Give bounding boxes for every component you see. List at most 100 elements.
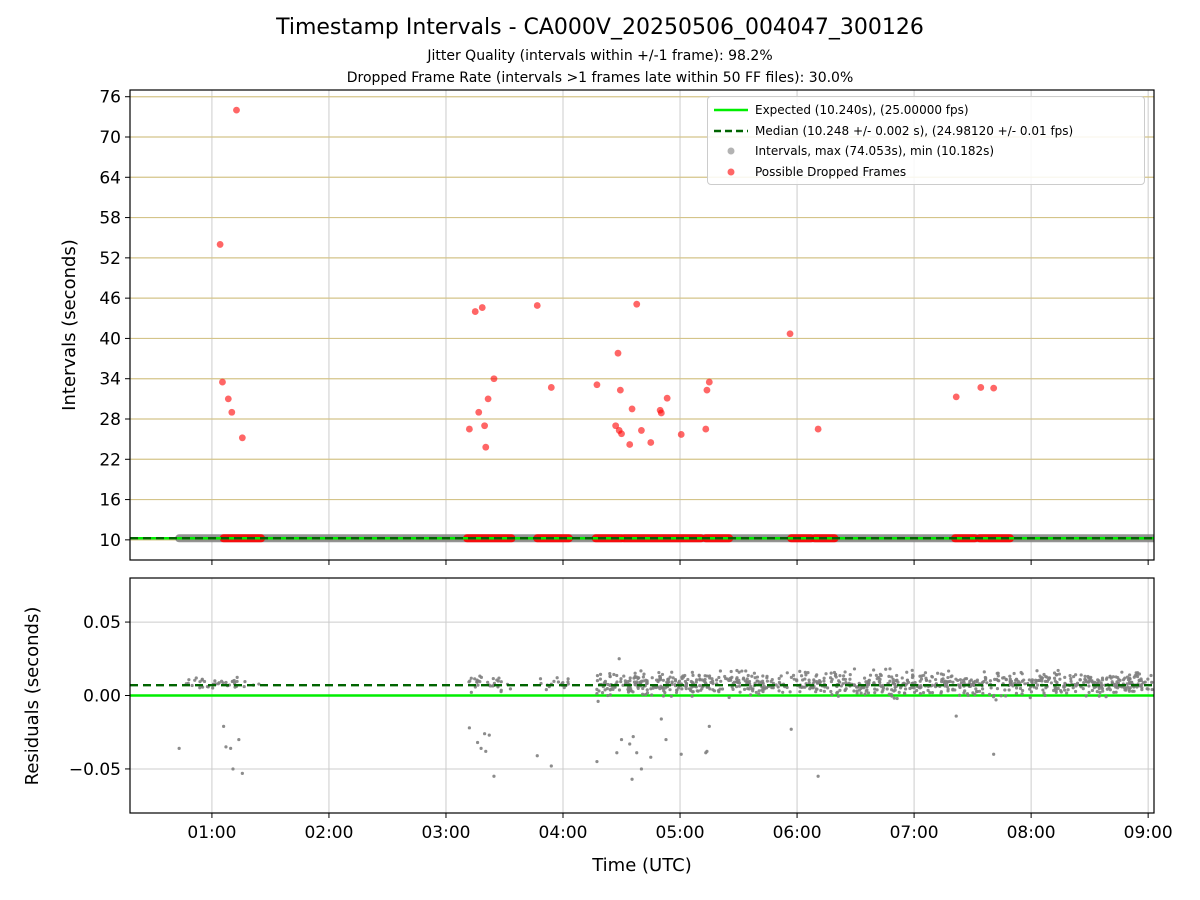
residual-point — [918, 691, 922, 696]
residual-point — [812, 678, 816, 682]
residual-outlier-point — [229, 746, 233, 750]
dropped-frame-point — [478, 304, 486, 311]
residual-point — [890, 675, 894, 679]
residual-point — [674, 690, 679, 695]
residual-point — [684, 687, 688, 691]
residual-point — [1146, 677, 1150, 681]
intervals-plot-area — [130, 106, 1154, 543]
residual-point — [838, 680, 842, 684]
residual-point — [680, 687, 684, 691]
residual-point — [844, 681, 848, 685]
time-x-tick-label: 01:00 — [187, 823, 236, 843]
residual-point — [824, 672, 828, 676]
residual-point — [629, 688, 633, 692]
residual-point — [671, 676, 675, 680]
residual-point — [859, 686, 863, 691]
residual-point — [917, 685, 921, 689]
residual-point — [667, 680, 671, 684]
residual-outlier-point — [487, 733, 491, 737]
residual-point — [941, 673, 946, 677]
residual-point — [815, 687, 819, 691]
residual-point — [496, 679, 500, 683]
residual-point — [825, 686, 830, 690]
jitter-quality-subtitle: Jitter Quality (intervals within +/-1 fr… — [427, 48, 773, 64]
residual-point — [1071, 686, 1075, 690]
residual-point — [200, 677, 204, 681]
residual-point — [995, 671, 999, 675]
residual-point — [743, 679, 747, 683]
residual-point — [718, 669, 723, 673]
residual-point — [897, 690, 901, 695]
residual-point — [951, 680, 955, 684]
residual-point — [663, 686, 667, 690]
residual-point — [822, 689, 826, 693]
residual-point — [257, 682, 261, 686]
residual-point — [776, 685, 780, 689]
residual-point — [900, 676, 904, 680]
residual-point — [761, 674, 765, 678]
residual-point — [893, 688, 897, 692]
residual-point — [822, 676, 826, 680]
residual-point — [681, 674, 685, 678]
residual-point — [1008, 674, 1012, 678]
residual-point — [956, 678, 960, 683]
residual-point — [1044, 686, 1048, 690]
residual-point — [852, 683, 856, 687]
residual-point — [734, 680, 739, 684]
residual-point — [1041, 688, 1045, 692]
dropped-frame-rate-subtitle: Dropped Frame Rate (intervals >1 frames … — [346, 70, 854, 86]
residual-outlier-point — [475, 740, 480, 745]
residual-point — [731, 687, 735, 692]
dropped-frame-point — [490, 375, 498, 383]
residual-point — [1125, 675, 1130, 679]
residual-point — [829, 689, 833, 694]
residual-point — [863, 692, 867, 696]
residual-point — [754, 690, 758, 695]
residual-point — [936, 671, 940, 675]
residual-point — [915, 688, 919, 693]
residual-point — [243, 680, 247, 684]
residual-point — [911, 674, 915, 678]
residual-point — [1020, 679, 1024, 683]
residual-point — [761, 689, 765, 694]
residual-point — [1055, 672, 1059, 677]
residual-point — [779, 674, 783, 678]
residual-point — [951, 688, 955, 692]
residual-point — [1057, 672, 1061, 676]
residual-point — [859, 691, 863, 695]
legend-label-dropped: Possible Dropped Frames — [755, 165, 907, 179]
residual-outlier-point — [535, 754, 539, 758]
residual-outlier-point — [484, 749, 488, 753]
residual-point — [641, 686, 645, 691]
dropped-frame-point — [657, 409, 665, 417]
residual-point — [1100, 678, 1105, 682]
residual-point — [1100, 683, 1104, 687]
residual-point — [811, 685, 815, 690]
residual-point — [1045, 675, 1049, 679]
residual-point — [891, 677, 895, 682]
residual-point — [945, 682, 949, 686]
residual-point — [1047, 677, 1051, 681]
residual-point — [673, 683, 677, 687]
residual-point — [605, 686, 609, 691]
residual-point — [807, 681, 811, 685]
residual-point — [961, 678, 966, 682]
residual-outlier-point — [994, 698, 998, 702]
residual-point — [657, 670, 661, 675]
residual-point — [1109, 676, 1113, 680]
residual-point — [1150, 687, 1154, 692]
dropped-frame-point — [593, 381, 601, 389]
residual-point — [977, 689, 982, 693]
residual-point — [1149, 673, 1153, 678]
dropped-frame-point — [482, 443, 490, 451]
residual-point — [666, 677, 671, 681]
residual-point — [650, 693, 654, 697]
residual-point — [1042, 691, 1046, 695]
residual-point — [777, 689, 781, 693]
residual-point — [1018, 686, 1023, 691]
residual-point — [633, 675, 637, 680]
residual-point — [1019, 670, 1023, 675]
residual-point — [1130, 680, 1134, 685]
residual-point — [690, 694, 694, 698]
residual-outlier-point — [492, 774, 496, 778]
